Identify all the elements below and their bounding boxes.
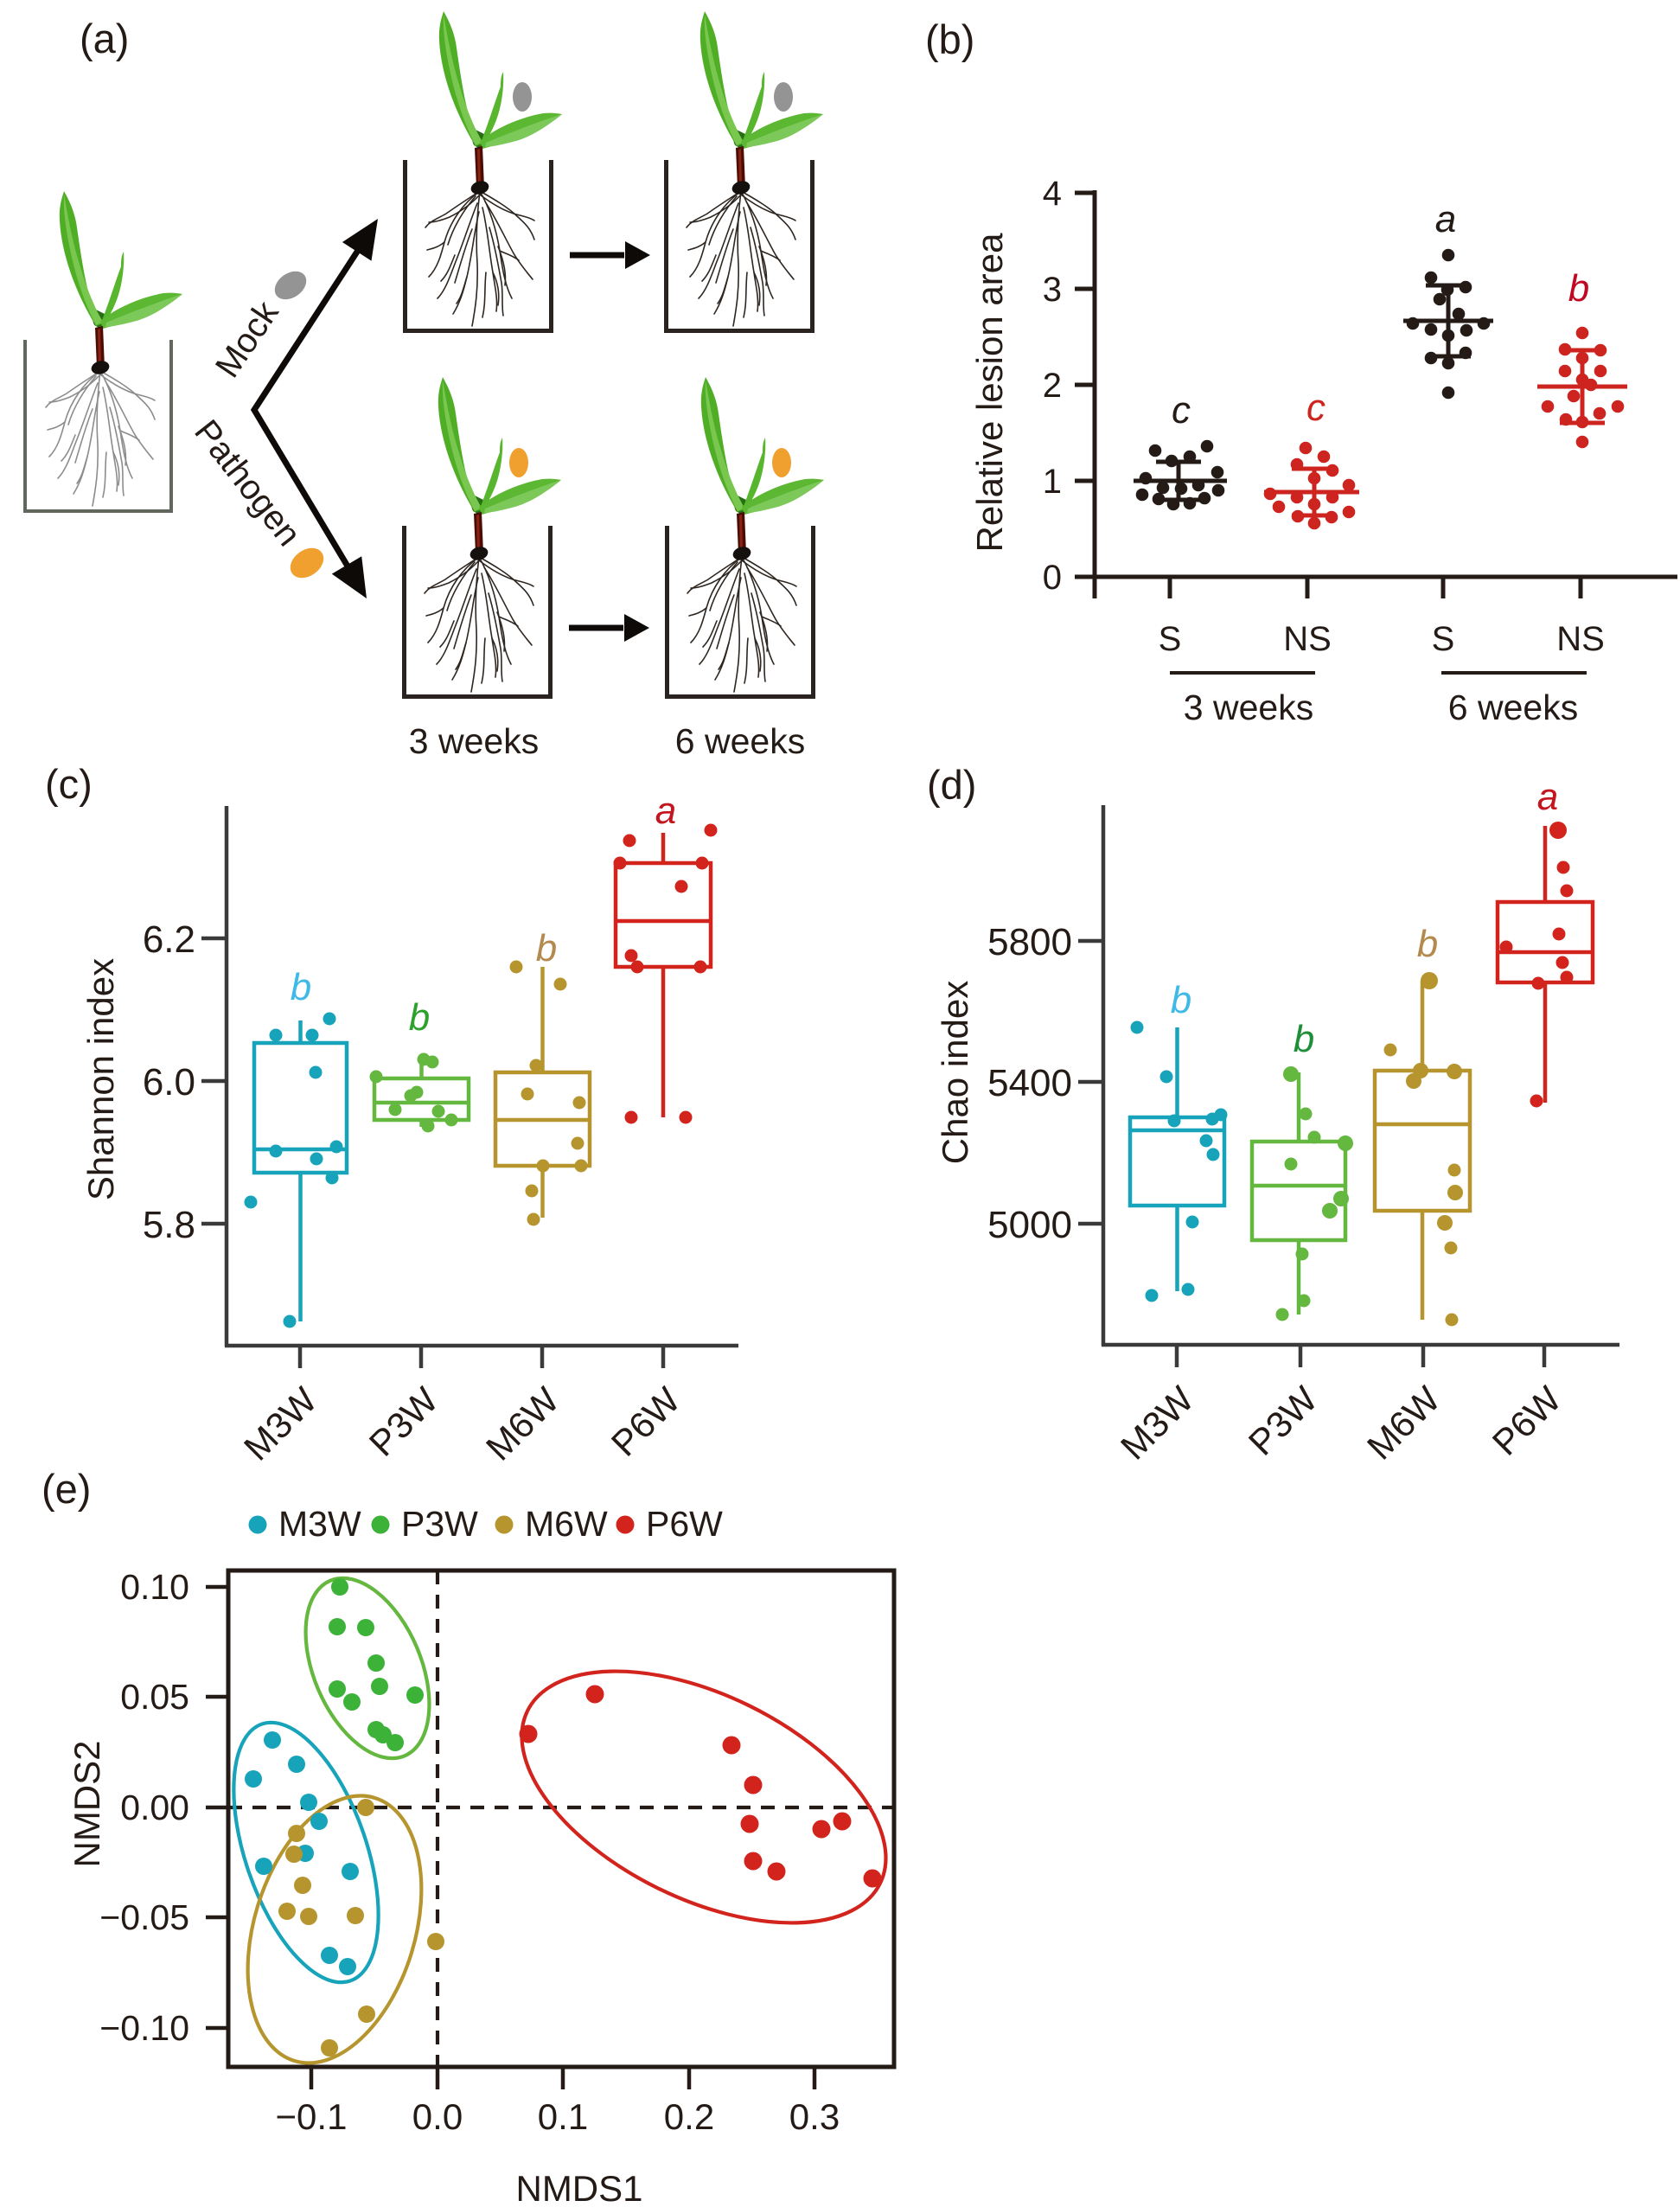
svg-text:3 weeks: 3 weeks (1184, 688, 1313, 727)
svg-text:4: 4 (1043, 175, 1062, 213)
svg-text:−0.1: −0.1 (276, 2096, 348, 2137)
svg-text:b: b (1294, 1018, 1314, 1060)
svg-text:S: S (1432, 620, 1455, 658)
svg-text:a: a (1435, 198, 1456, 240)
svg-text:NS: NS (1556, 620, 1605, 658)
svg-text:NMDS2: NMDS2 (67, 1740, 107, 1867)
svg-text:6.2: 6.2 (143, 918, 195, 961)
svg-text:6 weeks: 6 weeks (1448, 688, 1578, 727)
svg-text:6 weeks: 6 weeks (675, 721, 805, 761)
svg-text:5800: 5800 (987, 921, 1072, 963)
svg-text:b: b (536, 927, 557, 969)
svg-text:NS: NS (1283, 620, 1332, 658)
svg-text:b: b (1417, 923, 1438, 965)
svg-text:P6W: P6W (646, 1504, 723, 1544)
svg-text:a: a (655, 790, 676, 832)
svg-text:b: b (409, 996, 430, 1039)
svg-text:5.8: 5.8 (143, 1204, 195, 1246)
svg-text:(e): (e) (42, 1466, 91, 1512)
svg-text:NMDS1: NMDS1 (515, 2168, 642, 2207)
svg-text:3: 3 (1043, 271, 1062, 309)
svg-text:0.00: 0.00 (120, 1788, 189, 1827)
svg-text:1: 1 (1043, 463, 1062, 501)
svg-text:0.2: 0.2 (664, 2096, 714, 2137)
svg-text:(d): (d) (927, 762, 976, 808)
svg-text:6.0: 6.0 (143, 1061, 195, 1104)
svg-text:(a): (a) (80, 16, 129, 61)
svg-text:b: b (1171, 979, 1191, 1021)
svg-text:Chao index: Chao index (935, 981, 975, 1164)
svg-text:c: c (1172, 389, 1191, 432)
svg-text:0.0: 0.0 (412, 2096, 463, 2137)
svg-text:M3W: M3W (278, 1504, 361, 1544)
svg-text:c: c (1306, 387, 1325, 429)
svg-text:3 weeks: 3 weeks (409, 721, 539, 761)
svg-text:b: b (291, 966, 311, 1008)
svg-text:a: a (1537, 776, 1558, 818)
svg-text:P3W: P3W (401, 1504, 478, 1544)
svg-text:5400: 5400 (987, 1062, 1072, 1104)
svg-text:0.10: 0.10 (120, 1567, 189, 1607)
svg-text:−0.05: −0.05 (99, 1897, 189, 1937)
svg-text:(c): (c) (45, 761, 93, 807)
svg-text:(b): (b) (925, 16, 974, 62)
svg-text:5000: 5000 (987, 1204, 1072, 1246)
svg-text:0.1: 0.1 (538, 2096, 588, 2137)
svg-text:0.05: 0.05 (120, 1677, 189, 1717)
svg-text:M6W: M6W (525, 1504, 608, 1544)
svg-text:Relative lesion area: Relative lesion area (969, 233, 1010, 553)
svg-text:S: S (1159, 620, 1182, 658)
svg-text:0.3: 0.3 (789, 2096, 840, 2137)
svg-text:Shannon index: Shannon index (80, 958, 121, 1200)
svg-text:−0.10: −0.10 (99, 2008, 189, 2048)
svg-text:2: 2 (1043, 367, 1062, 405)
svg-text:b: b (1568, 267, 1589, 310)
svg-text:0: 0 (1043, 559, 1062, 597)
